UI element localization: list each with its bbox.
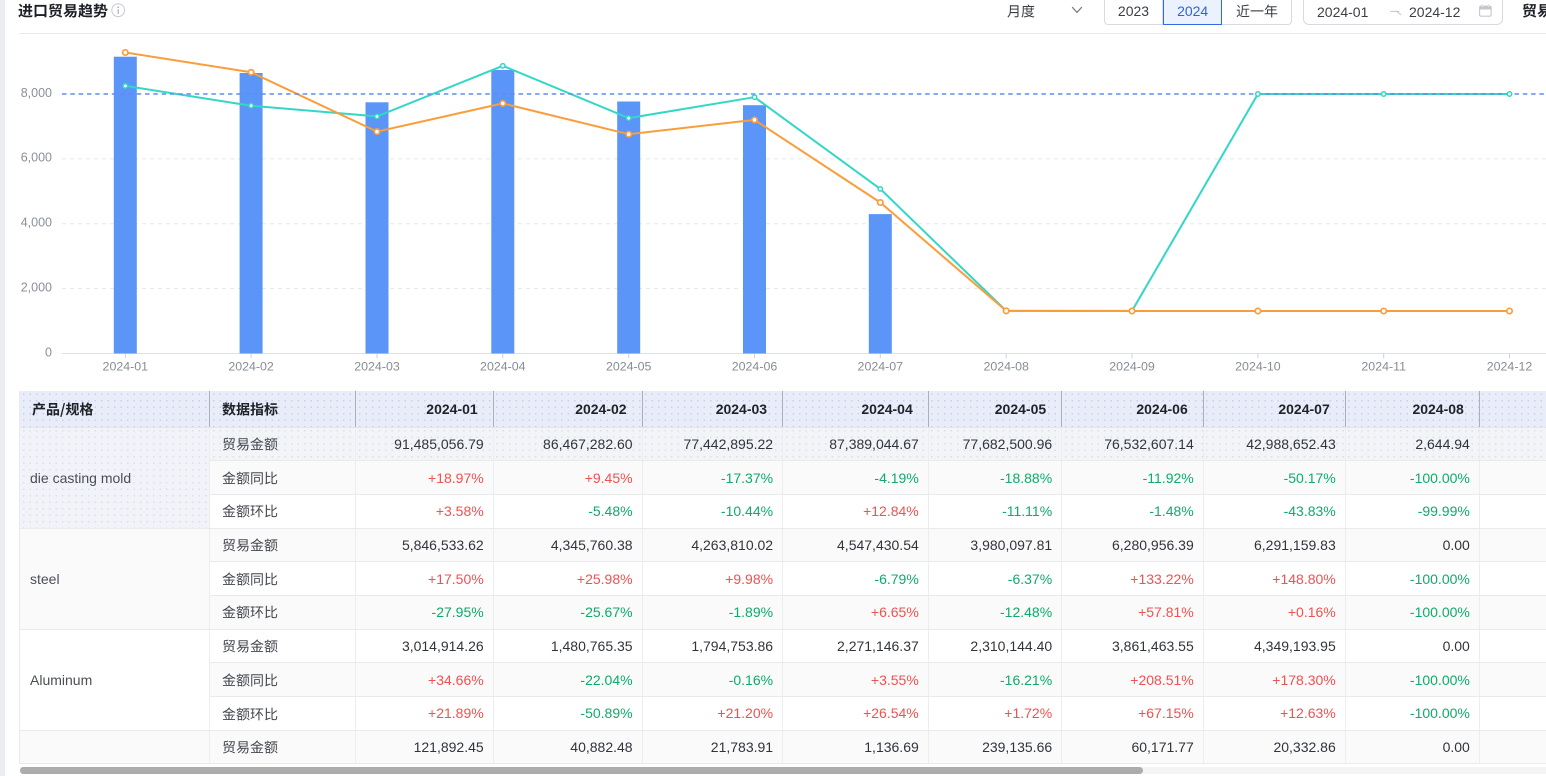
svg-text:2024-12: 2024-12 bbox=[1487, 360, 1533, 374]
svg-text:2024-08: 2024-08 bbox=[983, 360, 1029, 374]
svg-text:2,000: 2,000 bbox=[21, 280, 52, 294]
svg-text:2024-03: 2024-03 bbox=[354, 360, 400, 374]
svg-text:2024-06: 2024-06 bbox=[732, 360, 778, 374]
svg-text:2024-11: 2024-11 bbox=[1361, 360, 1406, 374]
svg-text:2024-02: 2024-02 bbox=[228, 360, 274, 374]
svg-text:2024-04: 2024-04 bbox=[480, 360, 526, 374]
svg-text:2024-10: 2024-10 bbox=[1235, 360, 1281, 374]
svg-text:4,000: 4,000 bbox=[21, 216, 52, 230]
svg-text:6,000: 6,000 bbox=[21, 151, 52, 165]
svg-text:0: 0 bbox=[45, 345, 52, 359]
svg-text:2024-09: 2024-09 bbox=[1109, 360, 1155, 374]
svg-text:8,000: 8,000 bbox=[21, 86, 52, 100]
svg-text:2024-07: 2024-07 bbox=[858, 360, 904, 374]
svg-text:2024-05: 2024-05 bbox=[606, 360, 652, 374]
svg-text:2024-01: 2024-01 bbox=[103, 360, 149, 374]
